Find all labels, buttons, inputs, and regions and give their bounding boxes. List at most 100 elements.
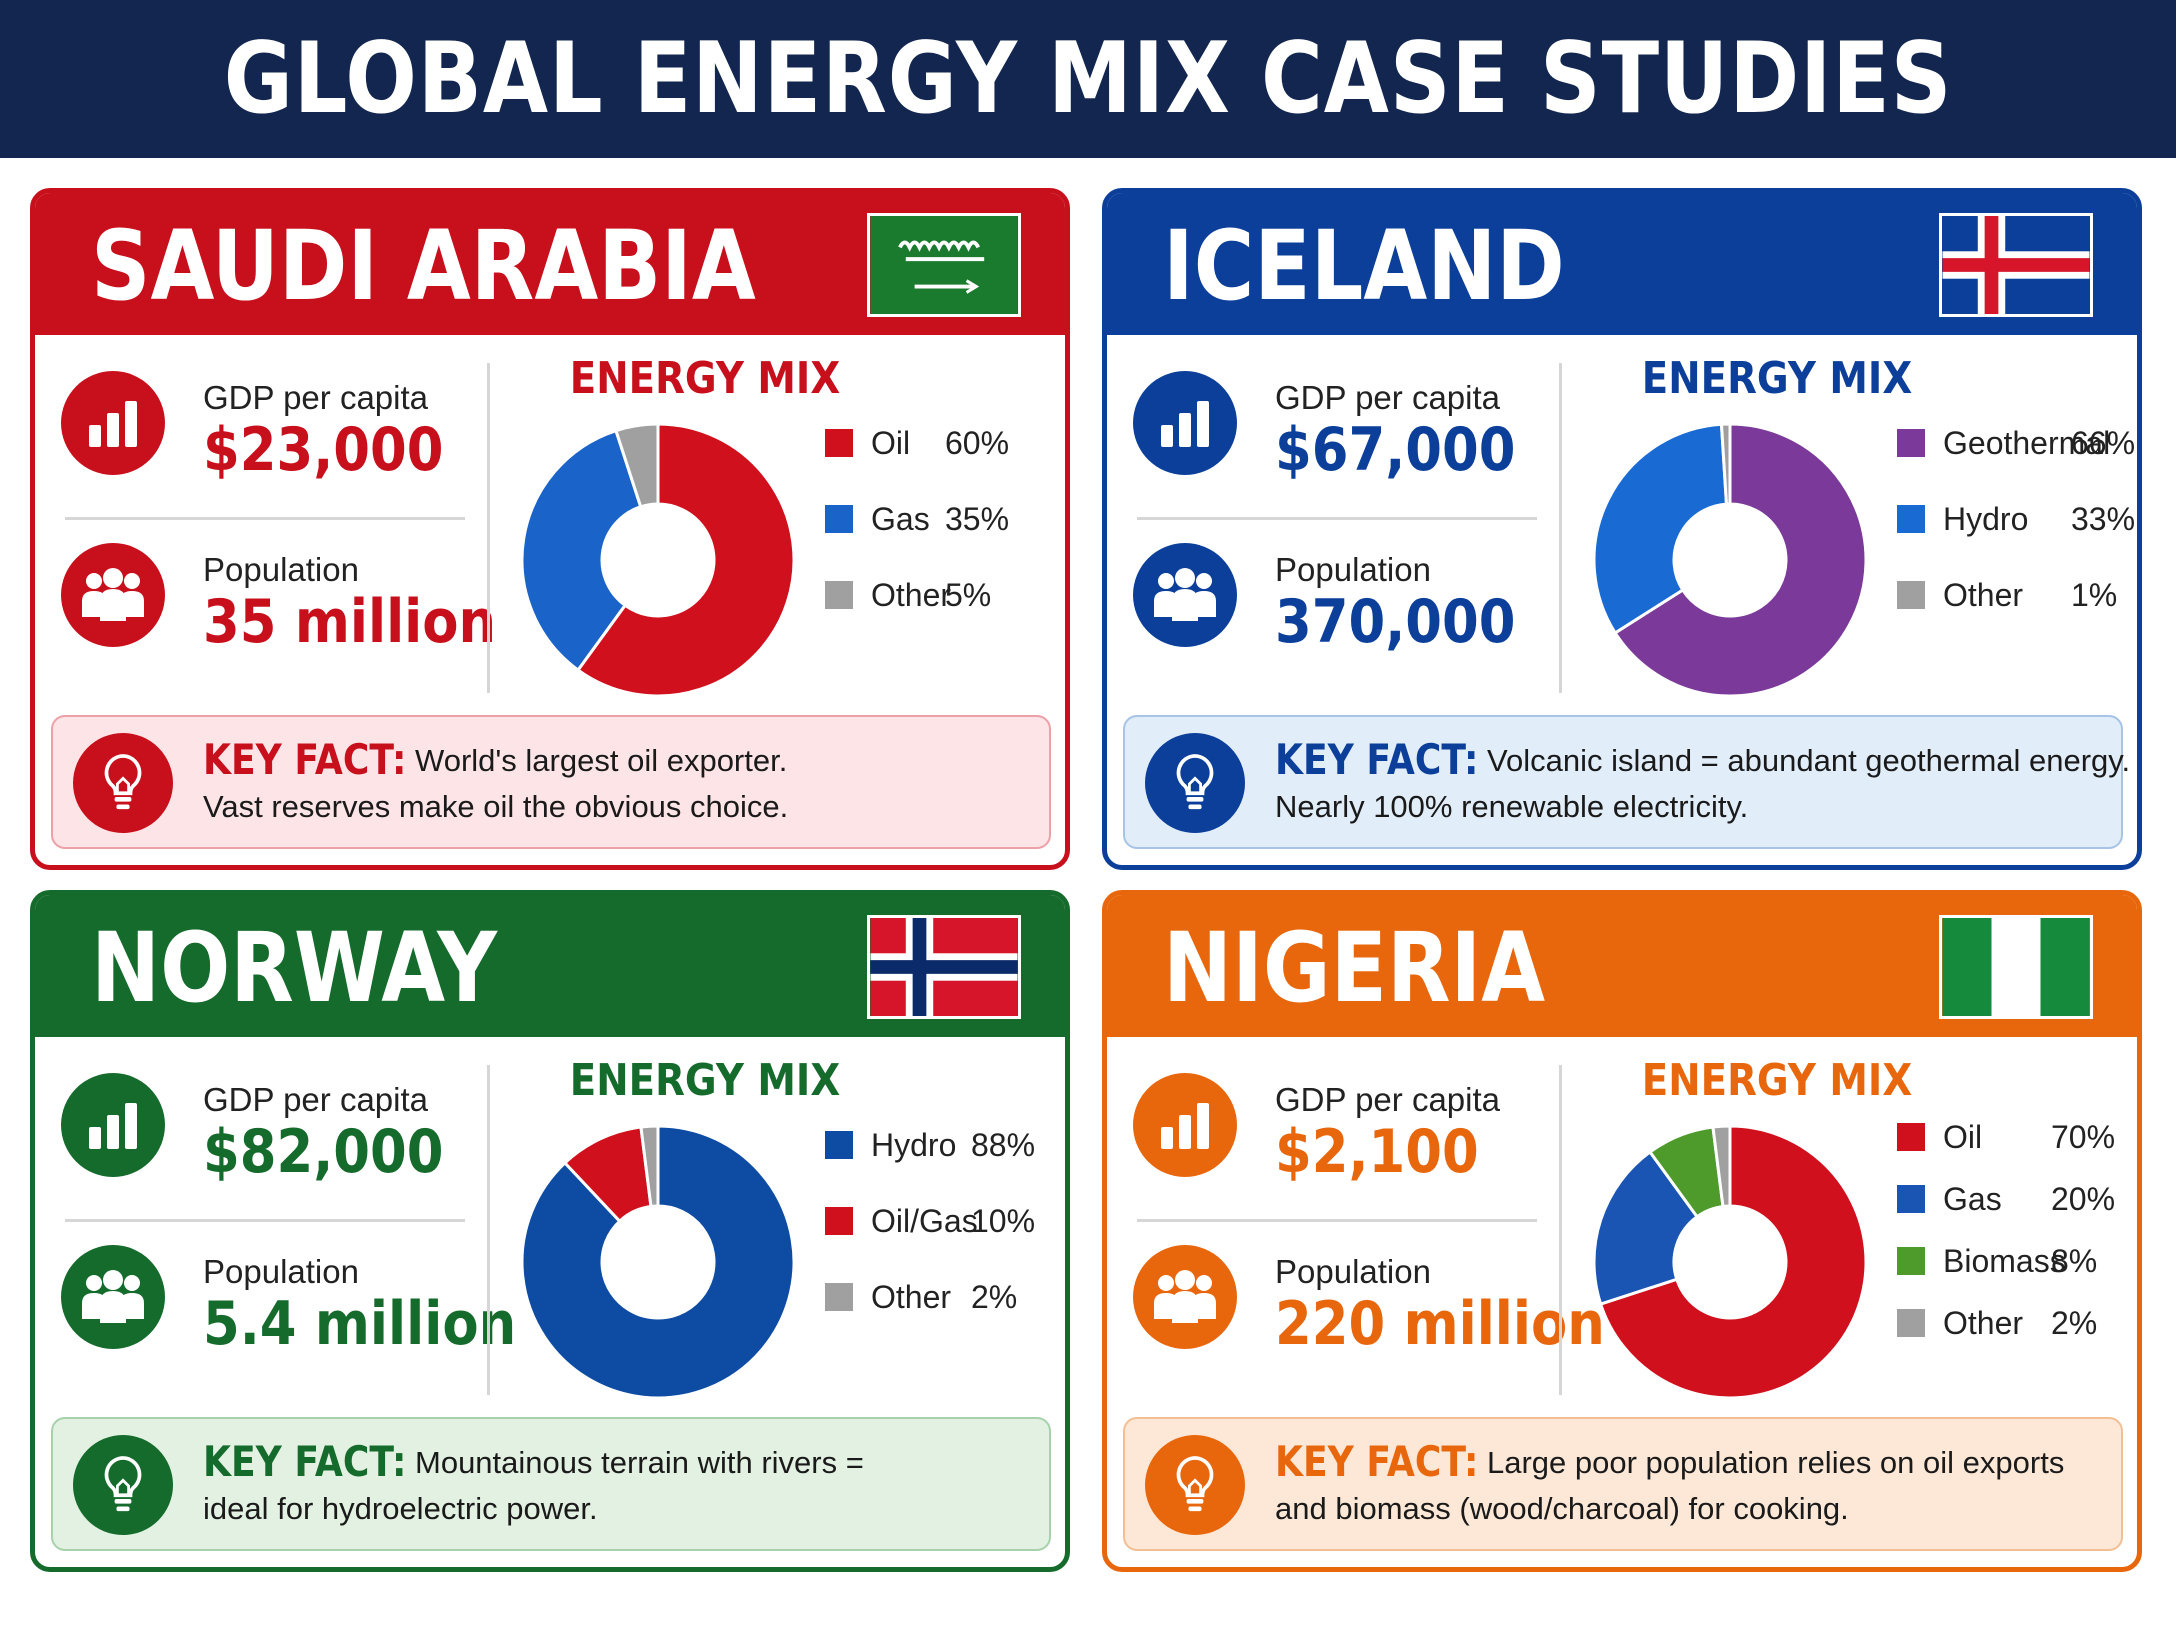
key-fact-box: KEY FACT: Large poor population relies on… xyxy=(1123,1417,2123,1551)
gdp-label: GDP per capita xyxy=(203,379,429,416)
legend-percent: 70% xyxy=(2051,1118,2116,1155)
divider xyxy=(1137,1219,1537,1222)
population-stat: Population 5.4 million xyxy=(61,1227,516,1377)
country-name: NIGERIA xyxy=(1163,912,1546,1024)
card-norway: NORWAY GDP per capita $82,000 Population 5.4… xyxy=(30,890,1070,1572)
flag xyxy=(1939,213,2093,317)
legend-swatch xyxy=(825,429,853,457)
population-label: Population xyxy=(1275,551,1431,588)
gdp-stat: GDP per capita $82,000 xyxy=(61,1055,481,1205)
key-fact-label: KEY FACT: xyxy=(203,735,407,784)
legend-item: Other 2% xyxy=(1897,1303,2137,1343)
country-name: ICELAND xyxy=(1163,210,1565,322)
lightbulb-icon xyxy=(73,733,173,833)
gdp-value: $82,000 xyxy=(203,1117,444,1187)
legend-item: Other 1% xyxy=(1897,575,2137,615)
gdp-value: $2,100 xyxy=(1275,1117,1479,1187)
legend-item: Hydro 33% xyxy=(1897,499,2137,539)
population-stat: Population 220 million xyxy=(1133,1227,1605,1377)
stats-panel: GDP per capita $82,000 Population 5.4 milli… xyxy=(35,1037,516,1407)
legend-percent: 8% xyxy=(2051,1242,2098,1279)
nigeria-flag-icon xyxy=(1942,918,2090,1016)
stats-panel: GDP per capita $2,100 Population 220 millio… xyxy=(1107,1037,1605,1407)
people-icon xyxy=(61,1245,165,1349)
key-fact-text: Volcanic island = abundant geothermal en… xyxy=(1487,743,2131,778)
gdp-value: $67,000 xyxy=(1275,415,1516,485)
population-value: 220 million xyxy=(1275,1289,1605,1359)
legend-label: Other xyxy=(1943,576,2024,613)
donut-slice-hydro xyxy=(520,1124,796,1400)
legend-label: Oil xyxy=(1943,1118,1983,1155)
legend-swatch xyxy=(1897,429,1925,457)
key-fact-text: Mountainous terrain with rivers = xyxy=(415,1445,864,1480)
legend-swatch xyxy=(1897,581,1925,609)
stats-panel: GDP per capita $23,000 Population 35 millio… xyxy=(35,335,497,705)
energy-mix-donut-chart xyxy=(520,422,796,698)
page-title: GLOBAL ENERGY MIX CASE STUDIES xyxy=(223,22,1953,136)
legend-swatch xyxy=(825,581,853,609)
key-fact-text: ideal for hydroelectric power. xyxy=(203,1491,598,1526)
legend-item: Other 2% xyxy=(825,1277,1065,1317)
population-value: 5.4 million xyxy=(203,1289,517,1359)
country-name: SAUDI ARABIA xyxy=(91,210,756,322)
population-label: Population xyxy=(203,551,359,588)
donut-slice-oil xyxy=(575,422,796,698)
legend-swatch xyxy=(825,1283,853,1311)
lightbulb-icon xyxy=(73,1435,173,1535)
gdp-stat: GDP per capita $67,000 xyxy=(1133,353,1553,503)
donut-slice-hydro xyxy=(1592,422,1729,635)
population-value: 370,000 xyxy=(1275,587,1516,657)
donut-slice-gas xyxy=(520,428,643,673)
energy-mix-title: ENERGY MIX xyxy=(569,353,841,404)
legend-item: Hydro 88% xyxy=(825,1125,1065,1165)
legend-label: Geothermal xyxy=(1943,424,2111,461)
legend-percent: 10% xyxy=(971,1202,1036,1239)
stats-panel: GDP per capita $67,000 Population 370,000 xyxy=(1107,335,1567,705)
legend-percent: 60% xyxy=(945,424,1010,461)
card-iceland: ICELAND GDP per capita $67,000 Population 37… xyxy=(1102,188,2142,870)
key-fact-box: KEY FACT: Volcanic island = abundant geot… xyxy=(1123,715,2130,849)
gdp-stat: GDP per capita $2,100 xyxy=(1133,1055,1553,1205)
population-label: Population xyxy=(203,1253,359,1290)
population-value: 35 million xyxy=(203,587,497,657)
key-fact-box: KEY FACT: Mountainous terrain with rivers… xyxy=(51,1417,1051,1551)
gdp-stat: GDP per capita $23,000 xyxy=(61,353,481,503)
gdp-label: GDP per capita xyxy=(1275,379,1501,416)
donut-slice-gas xyxy=(1592,1149,1700,1306)
donut-slice-other xyxy=(639,1124,660,1209)
flag xyxy=(1939,915,2093,1019)
key-fact-text: and biomass (wood/charcoal) for cooking. xyxy=(1275,1491,1849,1526)
donut-slice-oil xyxy=(1598,1124,1868,1400)
key-fact-text: Nearly 100% renewable electricity. xyxy=(1275,789,1749,824)
card-header: NIGERIA xyxy=(1107,895,2137,1037)
legend-item: Geothermal 66% xyxy=(1897,423,2137,463)
legend-label: Oil/Gas xyxy=(871,1202,978,1239)
iceland-flag-icon xyxy=(1942,216,2090,314)
legend-swatch xyxy=(1897,1185,1925,1213)
legend-percent: 35% xyxy=(945,500,1010,537)
energy-mix-title: ENERGY MIX xyxy=(1641,1055,1913,1106)
divider xyxy=(487,363,490,693)
legend-percent: 2% xyxy=(2051,1304,2098,1341)
people-icon xyxy=(61,543,165,647)
energy-mix-donut-chart xyxy=(1592,1124,1868,1400)
divider xyxy=(487,1065,490,1395)
population-label: Population xyxy=(1275,1253,1431,1290)
legend-item: Gas 20% xyxy=(1897,1179,2137,1219)
donut-slice-other xyxy=(1711,1124,1732,1209)
bar-chart-icon xyxy=(61,371,165,475)
energy-mix-donut-chart xyxy=(520,1124,796,1400)
legend-percent: 2% xyxy=(971,1278,1018,1315)
energy-mix-title: ENERGY MIX xyxy=(569,1055,841,1106)
card-header: ICELAND xyxy=(1107,193,2137,335)
people-icon xyxy=(1133,1245,1237,1349)
lightbulb-icon xyxy=(1145,1435,1245,1535)
divider xyxy=(65,1219,465,1222)
legend-label: Other xyxy=(871,576,952,613)
legend-swatch xyxy=(825,505,853,533)
bar-chart-icon xyxy=(61,1073,165,1177)
bar-chart-icon xyxy=(1133,371,1237,475)
legend-label: Gas xyxy=(1943,1180,2002,1217)
legend-percent: 88% xyxy=(971,1126,1036,1163)
lightbulb-icon xyxy=(1145,733,1245,833)
